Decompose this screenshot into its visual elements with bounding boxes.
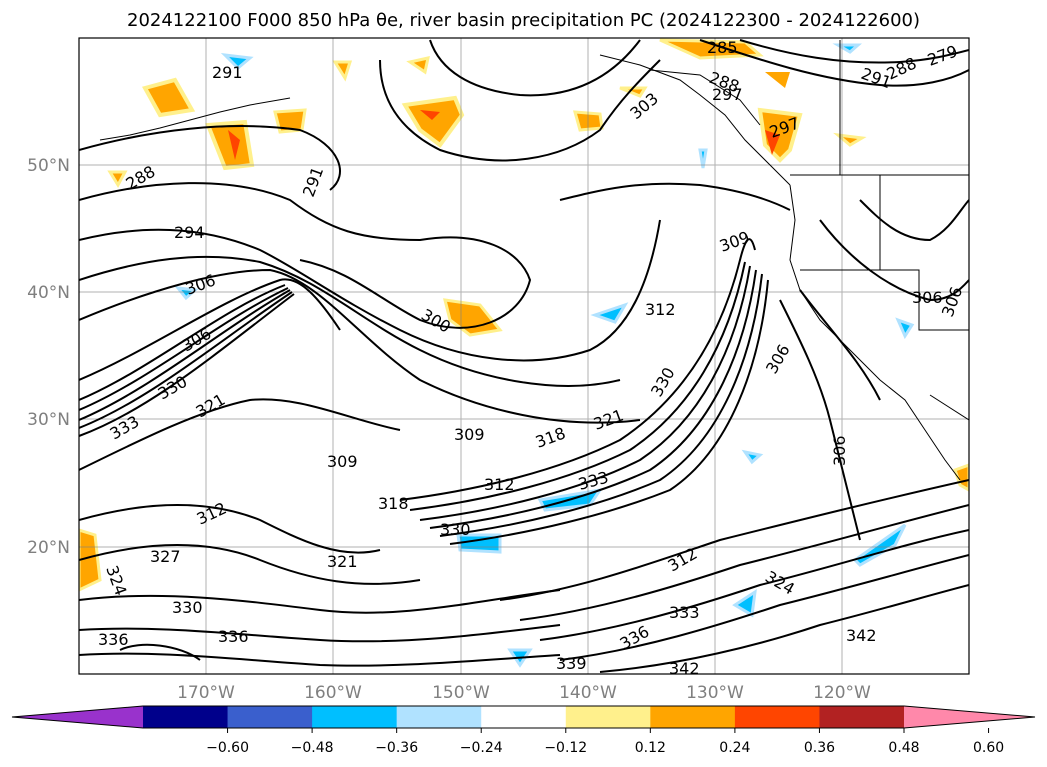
contour-label: 336 (218, 627, 249, 646)
contour-label: 297 (712, 85, 743, 104)
theta-e-contours (79, 39, 969, 673)
lat-label-50n: 50°N (27, 156, 70, 176)
gridlines (79, 38, 969, 674)
colorbar-tick-label: −0.48 (291, 740, 334, 756)
contour-label: 285 (707, 38, 738, 57)
colorbar: −0.60 −0.48 −0.36 −0.24 −0.12 0.12 0.24 0.36 0.4… (11, 705, 1036, 756)
lon-label-130w: 130°W (686, 683, 744, 703)
lon-label-120w: 120°W (813, 683, 871, 703)
colorbar-extend-low (12, 706, 143, 728)
contour-label: 336 (98, 630, 129, 649)
map-frame (78, 37, 970, 675)
longitude-labels: 170°W 160°W 150°W 140°W 130°W 120°W (177, 683, 871, 703)
chart-title: 2024122100 F000 850 hPa θe, river basin … (127, 10, 920, 31)
colorbar-extend-high (904, 706, 1035, 728)
colorbar-tick-label: 0.48 (888, 740, 919, 756)
contour-label: 312 (645, 300, 676, 319)
contour-label: 294 (174, 223, 205, 242)
contour-label: 342 (846, 626, 877, 645)
lon-label-140w: 140°W (559, 683, 617, 703)
colorbar-tick-label: −0.36 (375, 740, 418, 756)
lon-label-160w: 160°W (304, 683, 362, 703)
lat-label-30n: 30°N (27, 410, 70, 430)
lon-label-170w: 170°W (177, 683, 235, 703)
contour-label: 327 (150, 547, 181, 566)
contour-label: 309 (454, 425, 485, 444)
colorbar-segment (650, 706, 736, 728)
colorbar-segment (819, 706, 905, 728)
colorbar-segment (481, 706, 567, 728)
contour-label: 291 (212, 63, 243, 82)
colorbar-tick-label: −0.24 (460, 740, 503, 756)
colorbar-outline (11, 705, 1036, 729)
lon-label-150w: 150°W (432, 683, 490, 703)
contour-label: 309 (327, 452, 358, 471)
contour-label: 312 (484, 475, 515, 494)
colorbar-tick-label: 0.60 (973, 740, 1004, 756)
colorbar-segment (227, 706, 313, 728)
colorbar-tick-label: −0.60 (206, 740, 249, 756)
latitude-labels: 50°N 40°N 30°N 20°N (27, 156, 70, 558)
lat-label-40n: 40°N (27, 283, 70, 303)
colorbar-tick-label: 0.12 (635, 740, 666, 756)
colorbar-segment (396, 706, 482, 728)
colorbar-tick-label: 0.24 (719, 740, 750, 756)
contour-label: 318 (378, 494, 409, 513)
colorbar-tick-label: 0.36 (804, 740, 835, 756)
lat-label-20n: 20°N (27, 538, 70, 558)
contour-label: 342 (669, 659, 700, 678)
contour-label: 306 (830, 435, 849, 466)
contour-label: 333 (669, 603, 700, 622)
coastlines (99, 40, 969, 481)
colorbar-segment (312, 706, 398, 728)
contour-label: 339 (556, 654, 587, 673)
colorbar-segment (143, 706, 229, 728)
colorbar-segment (565, 706, 651, 728)
colorbar-tick-label: −0.12 (544, 740, 587, 756)
contour-label: 306 (912, 288, 943, 307)
contour-label: 330 (440, 520, 471, 539)
contour-label: 321 (327, 552, 358, 571)
colorbar-segment (734, 706, 820, 728)
contour-label: 330 (172, 598, 203, 617)
